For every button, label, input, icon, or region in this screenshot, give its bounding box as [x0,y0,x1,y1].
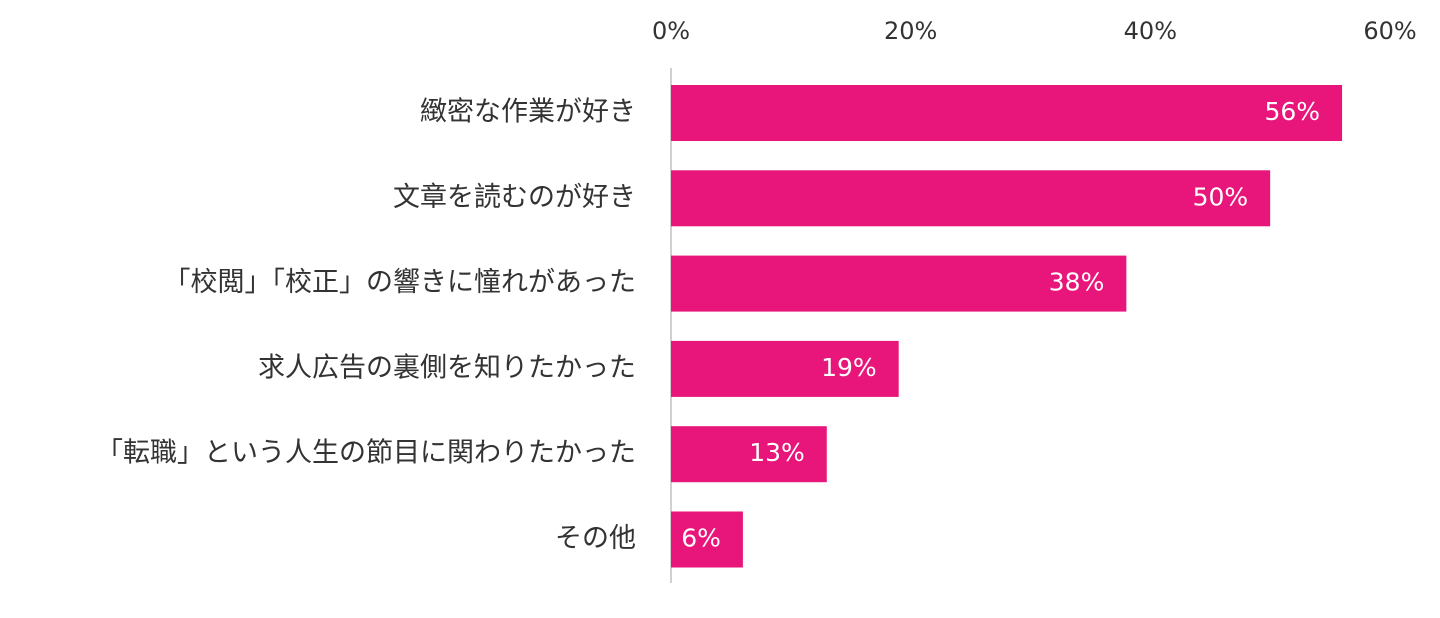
bar [671,426,827,483]
x-tick-label: 0% [652,17,690,45]
x-axis-ticks: 0% 20% 40% 60% [652,17,1417,45]
value-labels: 56% 50% 38% 19% 13% 6% [681,97,1320,553]
value-label: 50% [1193,182,1249,211]
category-label: 緻密な作業が好き [420,97,636,128]
category-label: その他 [555,523,636,554]
bar [671,340,899,397]
value-label: 19% [821,353,877,382]
category-label: 「転職」という人生の節目に関わりたかった [96,438,636,469]
x-tick-label: 40% [1124,17,1177,45]
x-tick-label: 20% [884,17,937,45]
category-label: 「校閲」「校正」の響きに憧れがあった [164,267,637,298]
category-label: 求人広告の裏側を知りたかった [258,352,636,383]
bar [671,511,743,568]
category-labels: 緻密な作業が好き文章を読むのが好き「校閲」「校正」の響きに憧れがあった求人広告の… [96,97,636,555]
category-label: 文章を読むのが好き [393,182,636,213]
x-tick-label: 60% [1363,17,1416,45]
bar [671,170,1271,227]
value-label: 6% [681,524,721,553]
bar [671,85,1343,141]
value-label: 38% [1049,268,1105,297]
bars [671,85,1343,568]
value-label: 56% [1264,97,1320,126]
bar [671,255,1127,312]
value-label: 13% [749,438,805,467]
